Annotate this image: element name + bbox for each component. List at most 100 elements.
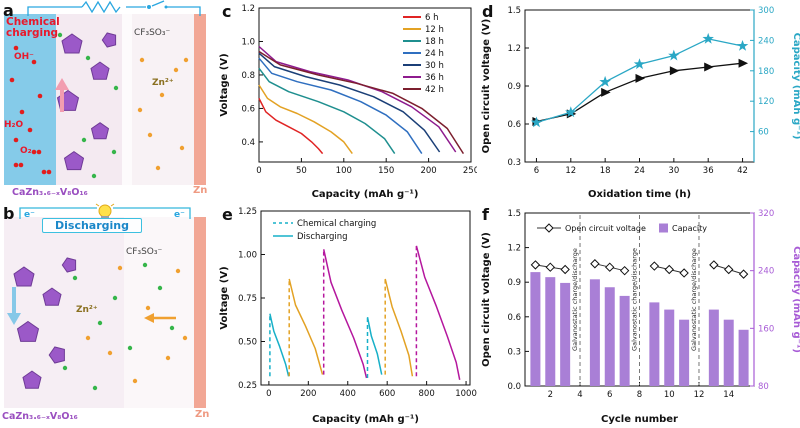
- zinc-ion-label: Zn²⁺: [76, 305, 98, 315]
- light-bulb-icon: [95, 203, 115, 219]
- circuit-wire: [27, 0, 201, 16]
- svg-text:12: 12: [565, 166, 576, 176]
- svg-text:80: 80: [758, 382, 769, 392]
- svg-text:Capacity (mAh g⁻¹): Capacity (mAh g⁻¹): [791, 33, 800, 140]
- chart-d-svg: 6 12 18 24 30 36 42 0.3 0.6 0.9 1.2 1.5 60 120 180 240 3…: [481, 6, 800, 200]
- svg-text:Capacity (mAh g⁻¹): Capacity (mAh g⁻¹): [312, 414, 419, 425]
- svg-text:Discharging: Discharging: [297, 232, 348, 242]
- up-arrow-icon: [55, 78, 69, 112]
- svg-text:36 h: 36 h: [425, 73, 444, 83]
- panel-letter-d: d: [482, 2, 494, 21]
- triflate-label: CF₃SO₃⁻: [126, 247, 163, 257]
- svg-text:1.2: 1.2: [507, 44, 521, 54]
- chemical-charging-label: Chemical charging: [6, 16, 60, 39]
- cathode-region: [4, 217, 124, 408]
- svg-text:14: 14: [723, 390, 734, 400]
- chart-e-chemical-charge-discharge: 0 200 400 600 800 1000 0.25 0.50 0.75 1.00 1.25 Cap…: [215, 203, 477, 428]
- panel-b-graphic: [4, 203, 206, 408]
- switch-icon: [151, 0, 165, 7]
- svg-text:160: 160: [758, 324, 774, 334]
- chart-c-discharge-curves: 0 50 100 150 200 250 0.4 0.6 0.8 1.0 1.2 Capacity (…: [215, 0, 477, 203]
- chart-f-svg: 2 4 6 8 10 12 14 0.0 0.3 0.6 0.9 1.2 1.5 80 160 240 320 C…: [481, 209, 800, 425]
- svg-text:0: 0: [256, 166, 261, 176]
- svg-text:0.25: 0.25: [238, 381, 257, 391]
- svg-text:0.9: 0.9: [507, 278, 521, 288]
- zinc-ion-label: Zn²⁺: [152, 78, 174, 88]
- svg-text:18: 18: [600, 166, 611, 176]
- electrolyte-region: [132, 14, 194, 185]
- resistor-icon: [81, 0, 121, 14]
- svg-text:300: 300: [758, 6, 774, 16]
- green-ion-dots: [57, 32, 119, 179]
- svg-text:200: 200: [300, 389, 316, 399]
- svg-text:24: 24: [634, 166, 645, 176]
- svg-text:6: 6: [607, 390, 612, 400]
- chart-e-svg: 0 200 400 600 800 1000 0.25 0.50 0.75 1.00 1.25 Cap…: [219, 207, 477, 425]
- zn-electrode-label: Zn: [193, 185, 208, 196]
- svg-text:100: 100: [336, 166, 352, 176]
- svg-text:180: 180: [758, 67, 774, 77]
- svg-text:1.0: 1.0: [241, 37, 255, 47]
- svg-text:250: 250: [463, 166, 477, 176]
- svg-text:36: 36: [703, 166, 714, 176]
- svg-text:0.0: 0.0: [507, 382, 521, 392]
- svg-text:400: 400: [340, 389, 356, 399]
- svg-text:Open circuit voltage: Open circuit voltage: [565, 224, 646, 233]
- svg-text:0.4: 0.4: [241, 138, 255, 148]
- svg-text:60: 60: [758, 128, 769, 138]
- chart-d-ocv-capacity-vs-time: 6 12 18 24 30 36 42 0.3 0.6 0.9 1.2 1.5 60 120 180 240 3…: [477, 0, 800, 203]
- svg-text:12 h: 12 h: [425, 25, 444, 35]
- svg-text:1.2: 1.2: [241, 4, 255, 14]
- svg-text:0.8: 0.8: [241, 71, 255, 81]
- svg-text:0.9: 0.9: [507, 82, 521, 92]
- svg-text:150: 150: [378, 166, 394, 176]
- orange-ion-dots: [85, 265, 188, 384]
- svg-text:Capacity (mAh g⁻¹): Capacity (mAh g⁻¹): [312, 189, 419, 200]
- svg-text:320: 320: [758, 209, 774, 219]
- svg-text:1.00: 1.00: [238, 251, 257, 261]
- electrolyte-region: [124, 217, 194, 408]
- electron-left-label: e⁻: [24, 210, 35, 220]
- discharging-label: Discharging: [42, 218, 142, 233]
- svg-text:0.50: 0.50: [238, 338, 257, 348]
- svg-text:Galvanostatic charge/discharge: Galvanostatic charge/discharge: [690, 248, 698, 351]
- svg-text:Cycle number: Cycle number: [601, 414, 678, 425]
- svg-text:Capacity: Capacity: [672, 224, 707, 233]
- svg-text:30: 30: [668, 166, 679, 176]
- chart-c-svg: 0 50 100 150 200 250 0.4 0.6 0.8 1.0 1.2 Capacity (…: [219, 4, 477, 200]
- panel-letter-c: c: [222, 2, 232, 21]
- polyhedra-crystals: [13, 257, 77, 389]
- svg-text:10: 10: [664, 390, 675, 400]
- hydroxide-label: OH⁻: [14, 52, 34, 62]
- panel-letter-b: b: [3, 204, 15, 223]
- svg-text:1.2: 1.2: [507, 244, 521, 254]
- svg-text:1.25: 1.25: [238, 207, 257, 217]
- svg-text:240: 240: [758, 267, 774, 277]
- svg-text:0.3: 0.3: [507, 347, 521, 357]
- svg-text:1.5: 1.5: [507, 6, 521, 16]
- svg-text:2: 2: [548, 390, 553, 400]
- svg-text:1.5: 1.5: [507, 209, 521, 219]
- chart-f-cycling: 2 4 6 8 10 12 14 0.0 0.3 0.6 0.9 1.2 1.5 80 160 240 320 C…: [477, 203, 800, 428]
- zn-electrode-strip: [194, 14, 206, 185]
- svg-text:Galvanostatic charge/discharge: Galvanostatic charge/discharge: [631, 248, 639, 351]
- svg-text:0.3: 0.3: [507, 158, 521, 168]
- triflate-label: CF₃SO₃⁻: [134, 28, 171, 38]
- svg-text:Open circuit voltage (V): Open circuit voltage (V): [481, 232, 492, 367]
- svg-text:42 h: 42 h: [425, 85, 444, 95]
- panel-b-schematic: b e⁻ e⁻ Discharging CF₃SO₃⁻ Zn²⁺ CaZn₃.₆…: [0, 203, 215, 428]
- down-arrow-icon: [7, 287, 21, 325]
- circuit-node: [164, 5, 168, 9]
- circuit-node: [147, 5, 151, 9]
- green-ion-dots: [62, 262, 175, 391]
- svg-text:Galvanostatic charge/discharge: Galvanostatic charge/discharge: [571, 248, 579, 351]
- orange-ion-dots: [137, 57, 189, 171]
- oxygen-label: O₂: [20, 146, 32, 156]
- svg-text:Open circuit voltage (V): Open circuit voltage (V): [481, 19, 492, 154]
- electron-right-label: e⁻: [174, 210, 185, 220]
- water-label: H₂O: [4, 120, 24, 130]
- cathode-material-label: CaZn₃.₆₋ₓV₈O₁₆: [12, 187, 88, 198]
- svg-text:6 h: 6 h: [425, 13, 439, 23]
- cathode-material-label: CaZn₃.₆₋ₓV₈O₁₆: [2, 411, 78, 422]
